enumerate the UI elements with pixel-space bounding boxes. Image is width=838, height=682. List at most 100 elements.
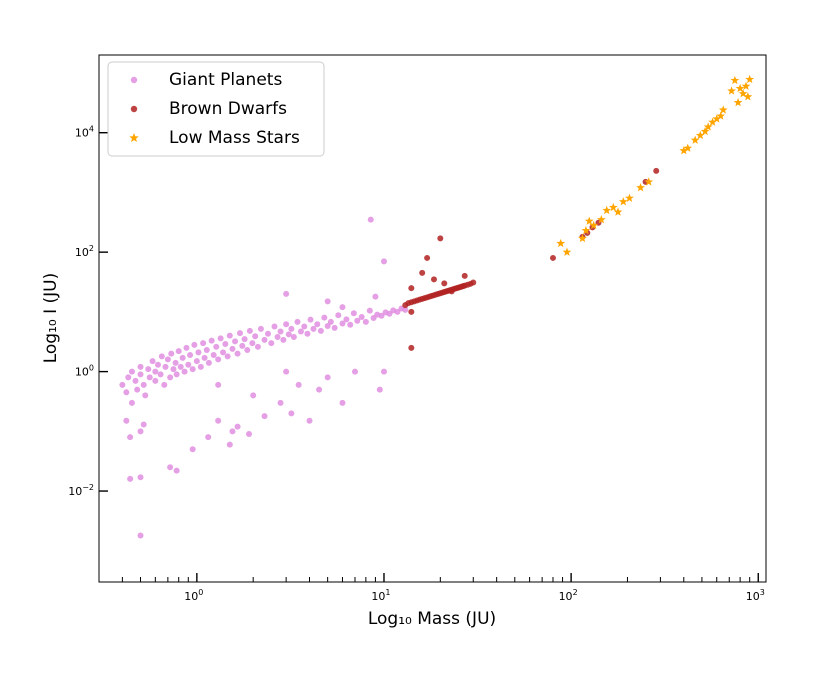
data-point: [679, 146, 689, 155]
y-tick-label: 104: [75, 125, 94, 140]
data-point: [712, 114, 722, 123]
data-point: [347, 321, 354, 328]
y-axis-label: Log₁₀ I (JU): [41, 273, 61, 364]
data-point: [158, 353, 165, 360]
data-point: [213, 343, 220, 350]
data-point: [376, 386, 383, 393]
data-point: [470, 279, 477, 286]
data-point: [162, 363, 169, 370]
data-point: [183, 344, 190, 351]
data-point: [170, 366, 177, 373]
data-point: [201, 354, 208, 361]
data-point: [380, 368, 387, 375]
data-point: [193, 358, 200, 365]
data-point: [200, 340, 207, 347]
data-point: [339, 399, 346, 406]
data-point: [743, 92, 753, 101]
data-point: [123, 417, 130, 424]
data-point: [324, 323, 331, 330]
data-point: [168, 350, 175, 357]
data-point: [257, 325, 264, 332]
data-point: [419, 269, 426, 276]
data-point: [372, 293, 379, 300]
data-point: [327, 318, 334, 325]
data-point: [127, 475, 134, 482]
data-point: [283, 321, 290, 328]
data-point: [703, 122, 713, 131]
data-point: [232, 338, 239, 345]
data-point: [128, 399, 135, 406]
series-giant-planets: [119, 216, 409, 539]
data-point: [297, 328, 304, 335]
data-point: [408, 308, 415, 315]
data-point: [189, 366, 196, 373]
data-point: [306, 417, 313, 424]
data-point: [137, 532, 144, 539]
data-point: [295, 381, 302, 388]
data-point: [254, 343, 261, 350]
data-point: [358, 314, 365, 321]
data-point: [653, 167, 660, 174]
legend-marker: [130, 76, 138, 84]
data-point: [145, 366, 152, 373]
data-point: [215, 356, 222, 363]
data-point: [745, 74, 755, 84]
x-axis-label: Log₁₀ Mass (JU): [368, 609, 496, 629]
data-point: [578, 233, 587, 243]
data-point: [314, 321, 321, 328]
data-point: [735, 83, 745, 93]
x-tick-label: 101: [371, 588, 390, 603]
data-point: [236, 330, 243, 337]
data-point: [239, 342, 246, 349]
data-point: [339, 320, 346, 327]
data-point: [123, 389, 130, 396]
legend-marker: [130, 105, 138, 113]
data-point: [137, 474, 144, 481]
data-point: [730, 75, 740, 85]
data-point: [402, 306, 409, 313]
data-point: [741, 81, 751, 90]
legend: Giant Planets Brown Dwarfs Low Mass Stars: [107, 61, 325, 157]
data-point: [234, 350, 241, 357]
legend-marker: [129, 133, 139, 143]
data-point: [584, 216, 594, 225]
data-point: [367, 216, 374, 223]
data-point: [167, 464, 174, 471]
data-point: [271, 323, 278, 330]
x-tick-label: 103: [746, 588, 765, 603]
data-point: [229, 345, 236, 352]
data-point: [301, 323, 308, 330]
data-point: [132, 377, 139, 384]
data-point: [636, 183, 645, 192]
data-point: [366, 307, 373, 314]
data-point: [280, 336, 287, 343]
data-point: [589, 220, 599, 230]
data-point: [205, 434, 212, 441]
data-point: [191, 341, 198, 348]
data-point: [195, 349, 202, 356]
data-point: [690, 135, 700, 144]
data-point: [229, 428, 236, 435]
data-point: [448, 288, 455, 295]
y-tick-label: 102: [75, 244, 94, 259]
data-point: [215, 417, 222, 424]
data-point: [181, 368, 188, 375]
data-point: [152, 377, 159, 384]
data-point: [288, 325, 295, 332]
data-point: [264, 330, 271, 337]
x-tick-label: 100: [184, 588, 203, 603]
data-point: [241, 336, 248, 343]
data-point: [274, 333, 281, 340]
data-point: [354, 317, 361, 324]
data-point: [210, 351, 217, 358]
data-point: [220, 349, 227, 356]
data-point: [142, 392, 149, 399]
legend-label: Brown Dwarfs: [169, 99, 287, 119]
data-point: [134, 386, 141, 393]
data-point: [137, 363, 144, 370]
data-point: [205, 359, 212, 366]
data-point: [695, 130, 705, 140]
data-point: [246, 431, 253, 438]
data-point: [215, 381, 222, 388]
